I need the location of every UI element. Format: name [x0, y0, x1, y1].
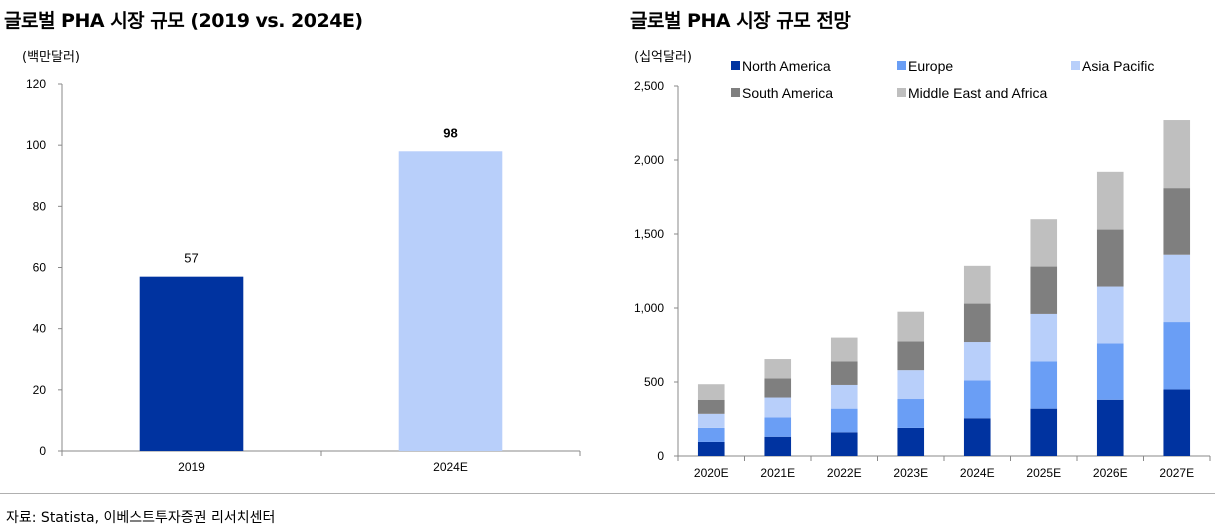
stacked-bar-segment	[1163, 322, 1191, 390]
stacked-bar-segment	[1163, 254, 1191, 323]
stacked-bar-segment	[897, 370, 925, 400]
legend-label: South America	[742, 85, 833, 101]
y-tick-label: 500	[644, 375, 664, 389]
y-tick-label: 100	[26, 138, 46, 152]
stacked-bar-segment	[1163, 389, 1191, 456]
y-tick-label: 0	[39, 444, 46, 458]
x-tick-label: 2020E	[694, 466, 729, 480]
y-tick-label: 60	[33, 261, 47, 275]
legend-swatch	[897, 88, 906, 97]
stacked-bar-segment	[697, 399, 725, 414]
legend-label: Middle East and Africa	[908, 85, 1048, 101]
stacked-bar-segment	[897, 399, 925, 428]
stacked-bar-segment	[1163, 120, 1191, 189]
y-tick-label: 80	[33, 199, 47, 213]
stacked-bar-segment	[1030, 313, 1058, 362]
stacked-bar-segment	[1096, 286, 1124, 344]
left-bar-chart: 0 20 40 60 80 100 120 57 2019 98 2024E	[26, 77, 581, 474]
stacked-bar-segment	[1096, 171, 1124, 230]
stacked-bar-segment	[963, 342, 991, 381]
stacked-bar-segment	[1163, 188, 1191, 255]
stacked-bar-segment	[830, 337, 858, 362]
x-tick-label: 2023E	[893, 466, 928, 480]
left-chart-title: 글로벌 PHA 시장 규모 (2019 vs. 2024E)	[4, 10, 363, 32]
stacked-bar-segment	[697, 427, 725, 442]
y-tick-label: 40	[33, 322, 47, 336]
y-tick-label: 2,500	[634, 79, 664, 93]
y-tick-label: 0	[657, 449, 664, 463]
stacked-bar-segment	[830, 432, 858, 456]
legend-swatch	[1071, 61, 1080, 70]
stacked-bar-segment	[1096, 229, 1124, 287]
stacked-bar-segment	[963, 380, 991, 419]
stacked-bar-segment	[764, 436, 792, 456]
stacked-bar-segment	[1030, 219, 1058, 267]
stacked-bar-segment	[764, 417, 792, 437]
stacked-bar-segment	[697, 413, 725, 428]
y-tick-label: 20	[33, 383, 47, 397]
stacked-bar-segment	[697, 441, 725, 456]
stacked-bar-segment	[1030, 408, 1058, 456]
stacked-bar-segment	[697, 384, 725, 400]
stacked-bar-segment	[963, 303, 991, 343]
x-tick-label: 2019	[178, 460, 205, 474]
stacked-bar-segment	[1030, 361, 1058, 409]
legend-swatch	[897, 61, 906, 70]
data-label: 98	[443, 125, 457, 140]
x-tick-label: 2024E	[433, 460, 468, 474]
right-chart-title: 글로벌 PHA 시장 규모 전망	[630, 10, 851, 32]
bar	[139, 276, 244, 451]
legend-swatch	[731, 61, 740, 70]
stacked-bar-segment	[897, 311, 925, 342]
bar	[398, 151, 503, 452]
y-tick-label: 1,500	[634, 227, 664, 241]
y-tick-label: 120	[26, 77, 46, 91]
legend-label: North America	[742, 58, 831, 74]
stacked-bar-segment	[1096, 399, 1124, 456]
x-tick-label: 2021E	[760, 466, 795, 480]
legend-label: Europe	[908, 58, 953, 74]
stacked-bar-segment	[830, 361, 858, 385]
x-tick-label: 2025E	[1026, 466, 1061, 480]
footer-divider	[0, 493, 1215, 494]
stacked-bar-segment	[963, 265, 991, 304]
stacked-bar-segment	[897, 427, 925, 456]
right-chart-unit-label: (십억달러)	[634, 50, 692, 65]
legend-swatch	[731, 88, 740, 97]
legend-label: Asia Pacific	[1082, 58, 1154, 74]
x-tick-label: 2024E	[960, 466, 995, 480]
source-note: 자료: Statista, 이베스트투자증권 리서치센터	[6, 510, 276, 526]
y-tick-label: 2,000	[634, 153, 664, 167]
y-tick-label: 1,000	[634, 301, 664, 315]
x-tick-label: 2026E	[1093, 466, 1128, 480]
x-tick-label: 2022E	[827, 466, 862, 480]
left-chart-unit-label: (백만달러)	[22, 50, 80, 65]
x-tick-label: 2027E	[1159, 466, 1194, 480]
stacked-bar-segment	[1096, 343, 1124, 400]
data-label: 57	[184, 251, 198, 266]
stacked-bar-segment	[1030, 266, 1058, 314]
stacked-bar-segment	[764, 397, 792, 418]
stacked-bar-segment	[830, 384, 858, 409]
stacked-bar-segment	[764, 378, 792, 398]
stacked-bar-segment	[830, 408, 858, 433]
right-stacked-bar-chart: 0 500 1,000 1,500 2,000 2,500 2020E 2021E 2022E 2…	[634, 58, 1211, 480]
stacked-bar-segment	[897, 341, 925, 371]
stacked-bar-segment	[963, 418, 991, 456]
stacked-bar-segment	[764, 359, 792, 379]
